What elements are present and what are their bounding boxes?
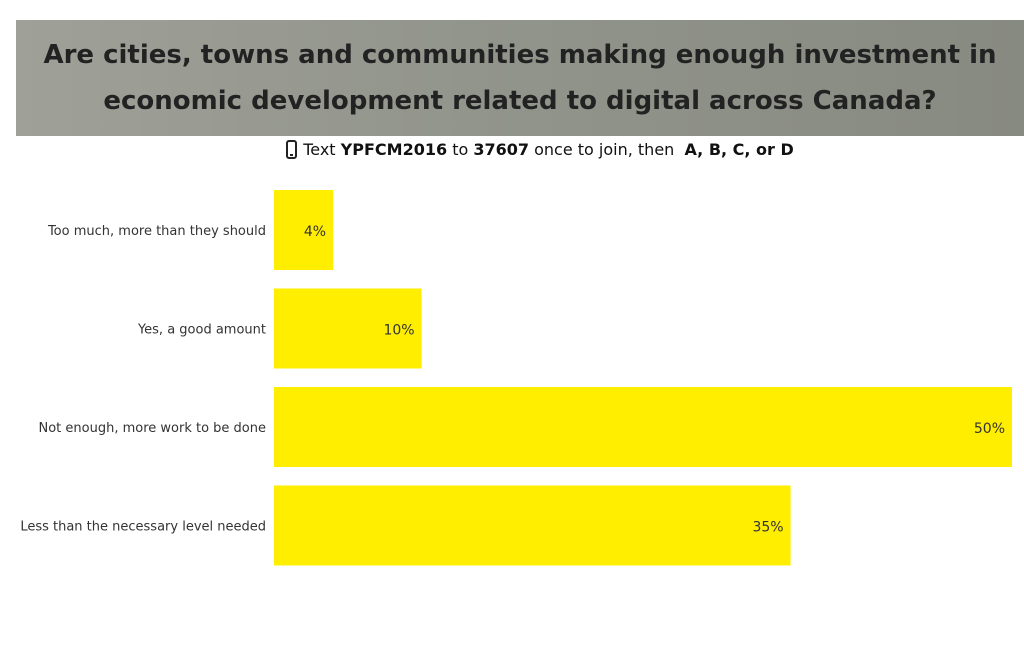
category-label-2: Not enough, more work to be done (39, 421, 267, 436)
bar-1 (274, 288, 422, 369)
category-label-3: Less than the necessary level needed (20, 520, 266, 535)
instructions-keyword: YPFCM2016 (340, 140, 448, 159)
bar-0 (274, 190, 334, 270)
instructions-middle: once to join, then (534, 140, 675, 159)
instructions-options: A, B, C, or D (684, 140, 794, 159)
instructions-number: 37607 (473, 140, 530, 159)
value-label-2: 50% (974, 421, 1005, 437)
value-label-0: 4% (304, 224, 326, 240)
category-label-0: Too much, more than they should (47, 224, 266, 239)
poll-title: Are cities, towns and communities making… (43, 40, 997, 116)
phone-icon (286, 140, 298, 159)
value-label-1: 10% (383, 323, 414, 339)
title-banner: Are cities, towns and communities making… (16, 20, 1024, 136)
bar-2 (274, 387, 1012, 467)
instructions-prefix: Text (303, 140, 336, 159)
value-label-3: 35% (752, 520, 783, 536)
bar-3 (274, 485, 791, 566)
category-label-1: Yes, a good amount (137, 323, 266, 338)
instructions-line: Text YPFCM2016 to 37607 once to join, th… (0, 140, 1024, 159)
instructions-to: to (452, 140, 469, 159)
